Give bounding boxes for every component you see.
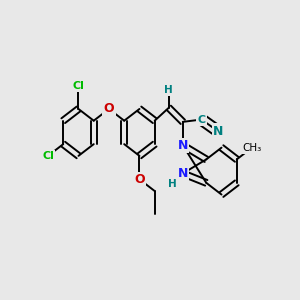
Text: N: N: [213, 125, 223, 138]
Text: N: N: [178, 167, 188, 180]
Text: Cl: Cl: [73, 80, 84, 91]
Text: O: O: [134, 173, 145, 186]
Text: CH₃: CH₃: [242, 143, 262, 153]
Text: C: C: [197, 115, 206, 124]
Text: O: O: [104, 103, 114, 116]
Text: H: H: [164, 85, 173, 95]
Text: H: H: [168, 179, 177, 189]
Text: Cl: Cl: [42, 151, 54, 161]
Text: N: N: [178, 139, 188, 152]
